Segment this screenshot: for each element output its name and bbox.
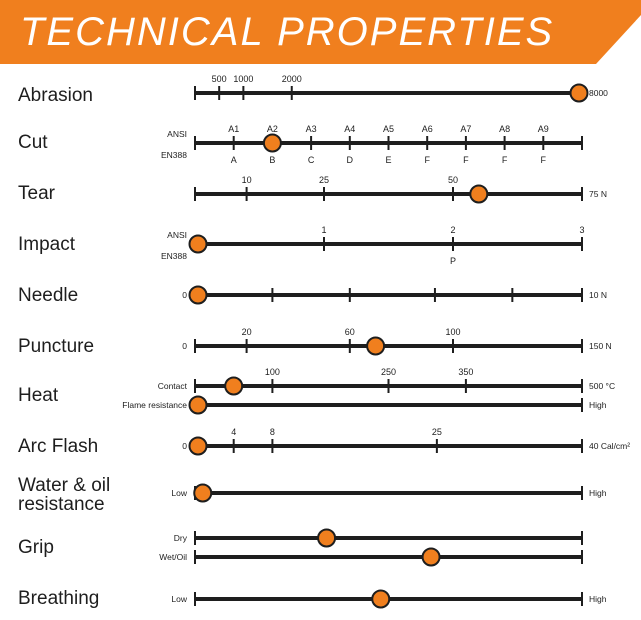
value-marker-abrasion-1 <box>569 83 589 103</box>
tick-label-top-cut-1-7: A7 <box>460 124 471 134</box>
value-marker-puncture-1 <box>366 336 386 356</box>
property-label-grip: Grip <box>18 537 54 558</box>
tick-label-top-cut-1-1: A1 <box>228 124 239 134</box>
tick-label-bottom-impact-1-2: P <box>450 256 456 266</box>
tick-label-bottom-cut-1-5: E <box>385 155 391 165</box>
page-title: TECHNICAL PROPERTIES <box>20 10 555 54</box>
property-label-puncture: Puncture <box>18 336 94 357</box>
tick-label-top-cut-1-6: A6 <box>422 124 433 134</box>
property-label-abrasion: Abrasion <box>18 85 93 106</box>
title-banner <box>0 0 641 64</box>
tick-label-top-heat-1-2: 250 <box>381 367 396 377</box>
tick-label-top-puncture-1-3: 100 <box>445 327 460 337</box>
tick-label-top-cut-1-3: A3 <box>306 124 317 134</box>
value-marker-cut-1 <box>262 133 282 153</box>
tick-label-top-heat-1-1: 100 <box>265 367 280 377</box>
property-label-tear: Tear <box>18 183 56 204</box>
tick-label-top-cut-1-5: A5 <box>383 124 394 134</box>
value-marker-breathing-1 <box>371 589 391 609</box>
tick-label-top-tear-1-1: 10 <box>242 175 252 185</box>
property-label-breathing: Breathing <box>18 588 99 609</box>
tick-label-bottom-cut-1-4: D <box>347 155 354 165</box>
end-label-heat-1: 500 °C <box>589 381 615 391</box>
start-label-heat-1: Contact <box>158 381 188 391</box>
tick-label-top-abrasion-1-1: 500 <box>212 74 227 84</box>
tick-label-top-abrasion-1-3: 2000 <box>282 74 302 84</box>
start-label-grip-2: Wet/Oil <box>159 552 187 562</box>
property-label-impact: Impact <box>18 234 76 255</box>
tick-label-bottom-cut-1-3: C <box>308 155 315 165</box>
tick-label-top-cut-1-2: A2 <box>267 124 278 134</box>
value-marker-needle-1 <box>188 285 208 305</box>
property-label-water-oil-resistance-line-2: resistance <box>18 494 105 515</box>
end-label-heat-2: High <box>589 400 607 410</box>
property-label-needle: Needle <box>18 285 78 306</box>
start-label-water-oil-resistance-1: Low <box>171 488 187 498</box>
property-label-arc-flash: Arc Flash <box>18 436 98 457</box>
value-marker-arc-flash-1 <box>188 436 208 456</box>
tick-label-top-impact-1-1: 1 <box>321 225 326 235</box>
value-marker-heat-2 <box>188 395 208 415</box>
tick-label-bottom-cut-1-8: F <box>502 155 508 165</box>
tick-label-top-impact-1-3: 3 <box>579 225 584 235</box>
end-label-arc-flash-1: 40 Cal/cm² <box>589 441 630 451</box>
tick-label-bottom-cut-1-9: F <box>541 155 547 165</box>
start-label-grip-1: Dry <box>174 533 188 543</box>
start-label-bottom-cut-1: EN388 <box>161 150 187 160</box>
start-label-puncture-1: 0 <box>182 341 187 351</box>
tick-label-top-tear-1-2: 25 <box>319 175 329 185</box>
end-label-water-oil-resistance-1: High <box>589 488 607 498</box>
start-label-top-cut-1: ANSI <box>167 129 187 139</box>
value-marker-grip-2 <box>421 547 441 567</box>
value-marker-tear-1 <box>469 184 489 204</box>
tick-label-top-abrasion-1-2: 1000 <box>233 74 253 84</box>
end-label-puncture-1: 150 N <box>589 341 612 351</box>
tick-label-top-cut-1-8: A8 <box>499 124 510 134</box>
start-label-breathing-1: Low <box>171 594 187 604</box>
tick-label-top-heat-1-3: 350 <box>458 367 473 377</box>
tick-label-top-arc-flash-1-2: 8 <box>270 427 275 437</box>
tick-label-bottom-cut-1-6: F <box>424 155 430 165</box>
tick-label-top-puncture-1-1: 20 <box>242 327 252 337</box>
value-marker-impact-1 <box>188 234 208 254</box>
tick-label-top-tear-1-3: 50 <box>448 175 458 185</box>
tick-label-top-cut-1-9: A9 <box>538 124 549 134</box>
end-label-breathing-1: High <box>589 594 607 604</box>
start-label-arc-flash-1: 0 <box>182 441 187 451</box>
property-label-heat: Heat <box>18 385 59 406</box>
end-label-abrasion-1: 8000 <box>589 88 608 98</box>
tick-label-top-arc-flash-1-3: 25 <box>432 427 442 437</box>
value-marker-water-oil-resistance-1 <box>193 483 213 503</box>
start-label-bottom-impact-1: EN388 <box>161 251 187 261</box>
end-label-needle-1: 10 N <box>589 290 607 300</box>
tick-label-top-cut-1-4: A4 <box>344 124 355 134</box>
tick-label-bottom-cut-1-7: F <box>463 155 469 165</box>
tick-label-top-puncture-1-2: 60 <box>345 327 355 337</box>
end-label-tear-1: 75 N <box>589 189 607 199</box>
value-marker-grip-1 <box>317 528 337 548</box>
tick-label-top-impact-1-2: 2 <box>450 225 455 235</box>
start-label-heat-2: Flame resistance <box>122 400 187 410</box>
title-banner-background <box>0 0 641 64</box>
property-label-cut: Cut <box>18 132 48 153</box>
tick-label-bottom-cut-1-2: B <box>269 155 275 165</box>
start-label-top-impact-1: ANSI <box>167 230 187 240</box>
value-marker-heat-1 <box>224 376 244 396</box>
tick-label-bottom-cut-1-1: A <box>231 155 237 165</box>
property-label-water-oil-resistance-line-1: Water & oil <box>18 475 110 496</box>
tick-label-top-arc-flash-1-1: 4 <box>231 427 236 437</box>
start-label-needle-1: 0 <box>182 290 187 300</box>
